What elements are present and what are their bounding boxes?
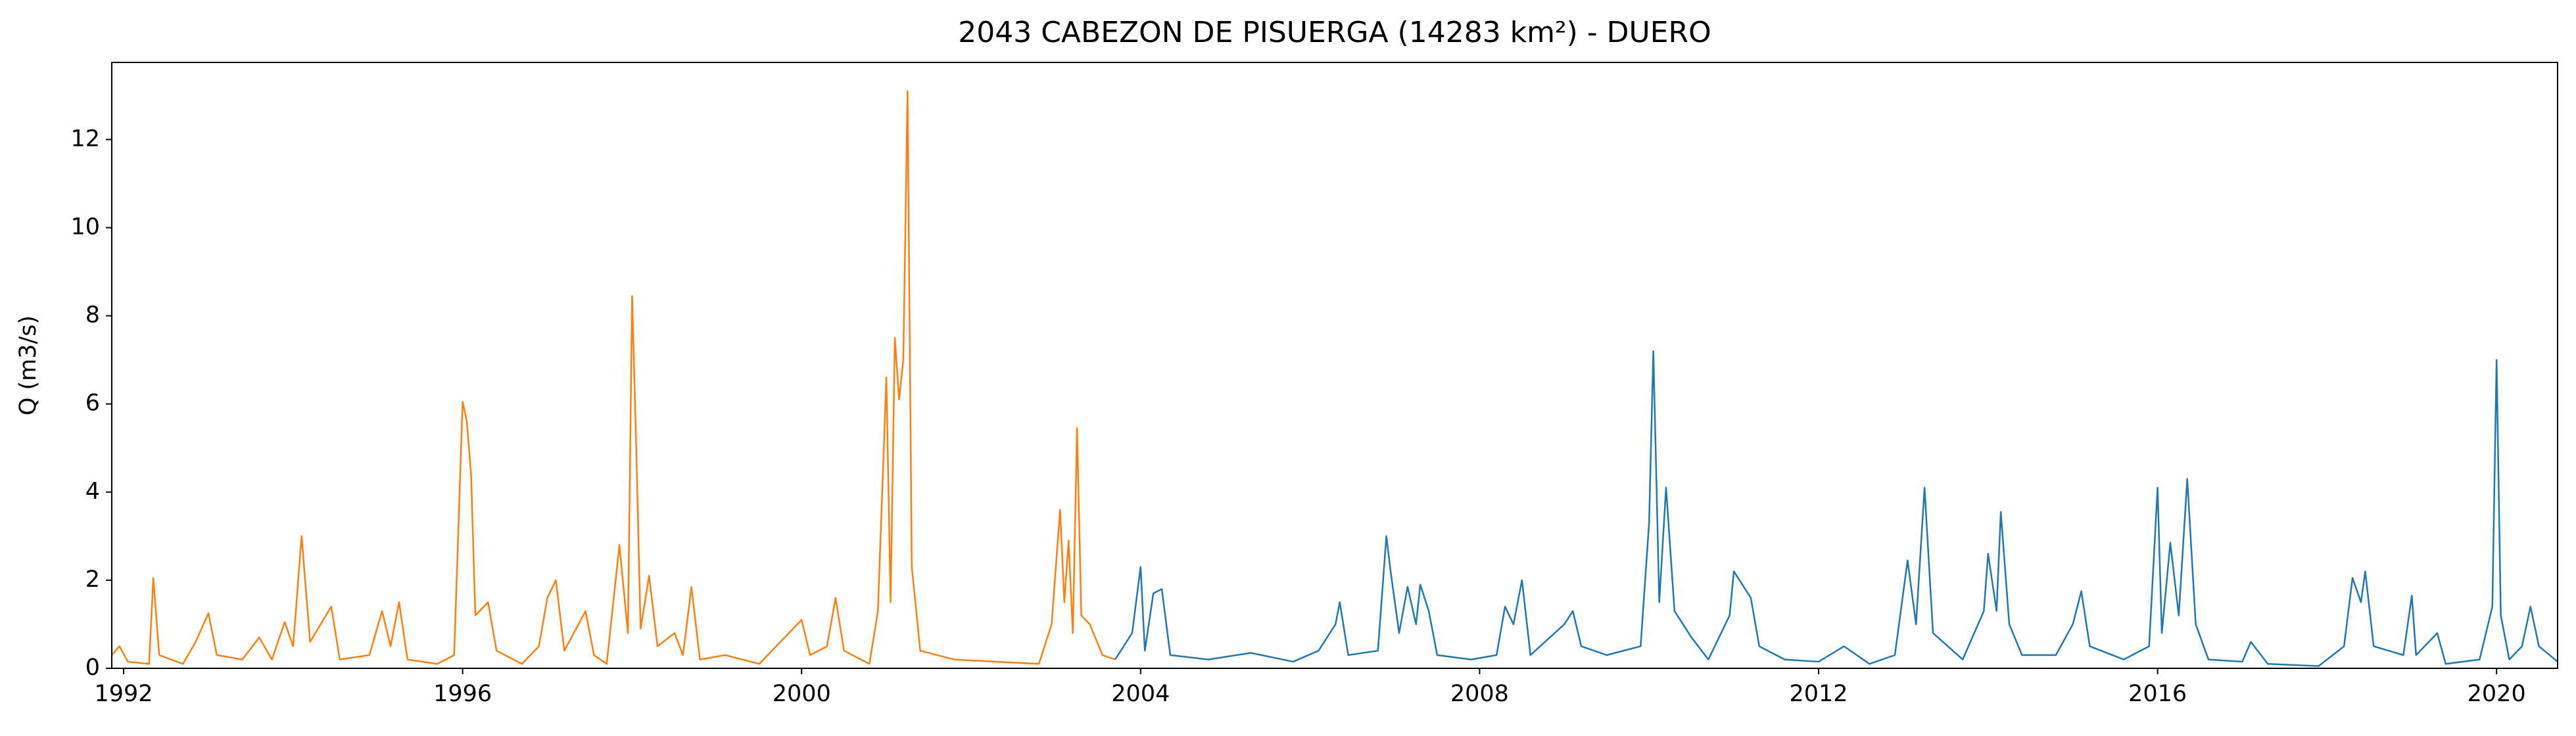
x-tick-label: 2020: [2468, 681, 2526, 707]
y-axis-label: Q (m3/s): [15, 315, 41, 415]
y-tick-label: 10: [70, 214, 100, 240]
y-tick-label: 12: [70, 126, 100, 152]
x-tick-label: 2016: [2128, 681, 2187, 707]
x-tick-label: 2000: [773, 681, 831, 707]
x-tick-label: 1992: [95, 681, 153, 707]
plot-frame: [111, 62, 2558, 669]
x-tick-label: 1996: [433, 681, 492, 707]
chart-title: 2043 CABEZON DE PISUERGA (14283 km²) - D…: [958, 16, 1711, 49]
y-tick-label: 8: [85, 302, 100, 329]
y-tick-label: 4: [85, 478, 100, 505]
y-tick-label: 2: [85, 566, 100, 593]
x-tick-label: 2012: [1789, 681, 1848, 707]
series-line: [1114, 350, 2558, 667]
y-tick-label: 6: [85, 390, 100, 417]
y-tick-label: 0: [85, 655, 100, 681]
series-line: [111, 90, 1116, 665]
x-tick-label: 2008: [1450, 681, 1509, 707]
x-tick-label: 2004: [1111, 681, 1170, 707]
